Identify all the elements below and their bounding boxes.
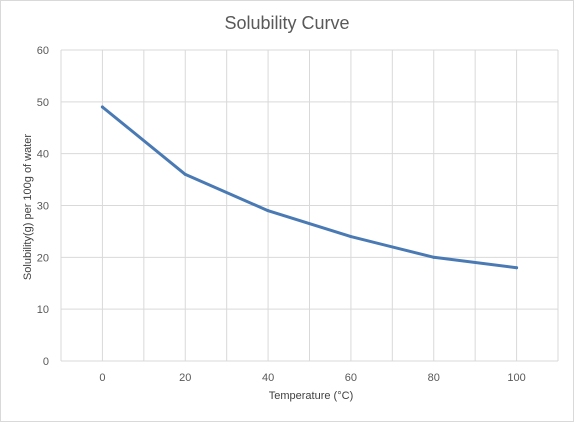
chart-title: Solubility Curve xyxy=(224,13,349,33)
data-point xyxy=(432,255,436,259)
x-tick-label: 40 xyxy=(262,372,274,384)
x-tick-labels: 0 20 40 60 80 100 xyxy=(99,372,525,384)
series-layer xyxy=(100,105,519,270)
y-tick-label: 30 xyxy=(37,201,49,213)
y-tick-labels: 0 10 20 30 40 50 60 xyxy=(37,45,49,368)
series-line xyxy=(100,105,519,270)
x-axis-label: Temperature (°C) xyxy=(269,390,353,402)
data-point xyxy=(183,172,187,176)
y-tick-label: 60 xyxy=(37,45,49,57)
y-tick-label: 40 xyxy=(37,149,49,161)
x-tick-label: 80 xyxy=(428,372,440,384)
x-tick-label: 20 xyxy=(179,372,191,384)
x-tick-label: 60 xyxy=(345,372,357,384)
data-point xyxy=(266,209,270,213)
y-axis-label: Solubility(g) per 100g of water xyxy=(22,134,34,280)
data-point xyxy=(515,266,519,270)
data-point xyxy=(100,105,104,109)
x-tick-label: 100 xyxy=(507,372,525,384)
y-tick-label: 50 xyxy=(37,97,49,109)
y-tick-label: 10 xyxy=(37,304,49,316)
y-tick-label: 0 xyxy=(43,356,49,368)
gridlines xyxy=(60,49,559,362)
data-point xyxy=(349,235,353,239)
y-tick-label: 20 xyxy=(37,252,49,264)
x-tick-label: 0 xyxy=(99,372,105,384)
